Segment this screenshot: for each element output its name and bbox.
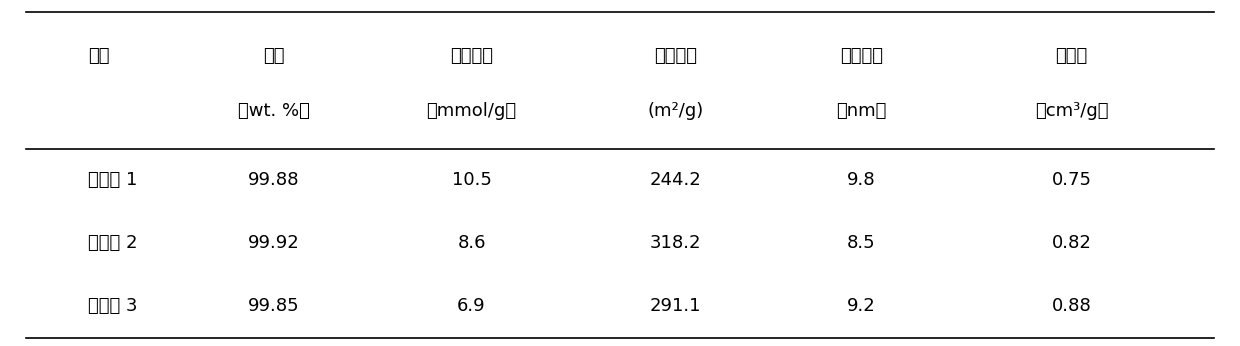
Text: 8.6: 8.6 xyxy=(458,234,486,252)
Text: 9.8: 9.8 xyxy=(847,171,875,190)
Text: 0.75: 0.75 xyxy=(1052,171,1091,190)
Text: 孔体积: 孔体积 xyxy=(1055,47,1087,65)
Text: 99.88: 99.88 xyxy=(248,171,299,190)
Text: 244.2: 244.2 xyxy=(650,171,702,190)
Text: 318.2: 318.2 xyxy=(650,234,702,252)
Text: 99.85: 99.85 xyxy=(248,297,299,315)
Text: 羟基含量: 羟基含量 xyxy=(450,47,494,65)
Text: 实施例 1: 实施例 1 xyxy=(88,171,138,190)
Text: 6.9: 6.9 xyxy=(458,297,486,315)
Text: （cm³/g）: （cm³/g） xyxy=(1035,102,1109,120)
Text: 9.2: 9.2 xyxy=(847,297,875,315)
Text: 实施例 3: 实施例 3 xyxy=(88,297,138,315)
Text: (m²/g): (m²/g) xyxy=(647,102,704,120)
Text: （wt. %）: （wt. %） xyxy=(238,102,310,120)
Text: 99.92: 99.92 xyxy=(248,234,299,252)
Text: 平均孔径: 平均孔径 xyxy=(839,47,883,65)
Text: 8.5: 8.5 xyxy=(847,234,875,252)
Text: 10.5: 10.5 xyxy=(451,171,491,190)
Text: 样品: 样品 xyxy=(88,47,109,65)
Text: 291.1: 291.1 xyxy=(650,297,702,315)
Text: （nm）: （nm） xyxy=(836,102,887,120)
Text: 0.82: 0.82 xyxy=(1052,234,1091,252)
Text: 比表面积: 比表面积 xyxy=(655,47,697,65)
Text: 0.88: 0.88 xyxy=(1052,297,1091,315)
Text: （mmol/g）: （mmol/g） xyxy=(427,102,517,120)
Text: 实施例 2: 实施例 2 xyxy=(88,234,138,252)
Text: 纯度: 纯度 xyxy=(263,47,284,65)
